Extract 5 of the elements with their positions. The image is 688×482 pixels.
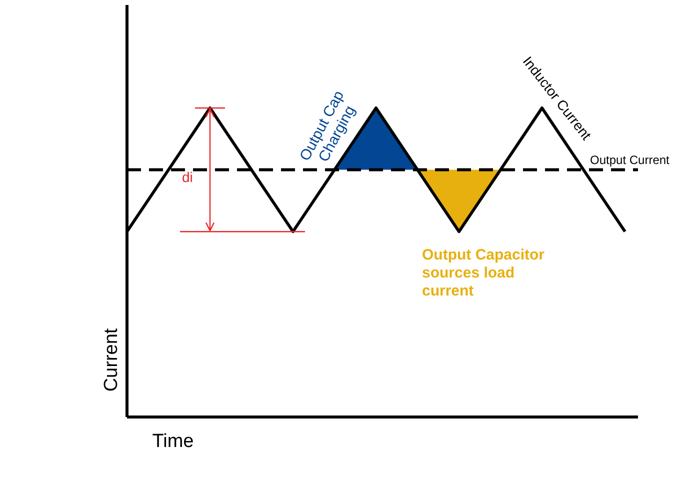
y-axis-title: Current <box>101 328 122 392</box>
annotation: di <box>182 168 193 185</box>
annotation: Output Capacitor sources load current <box>422 246 545 300</box>
x-axis-title: Time <box>152 431 194 452</box>
ref-line-label: Output Current <box>590 152 670 167</box>
